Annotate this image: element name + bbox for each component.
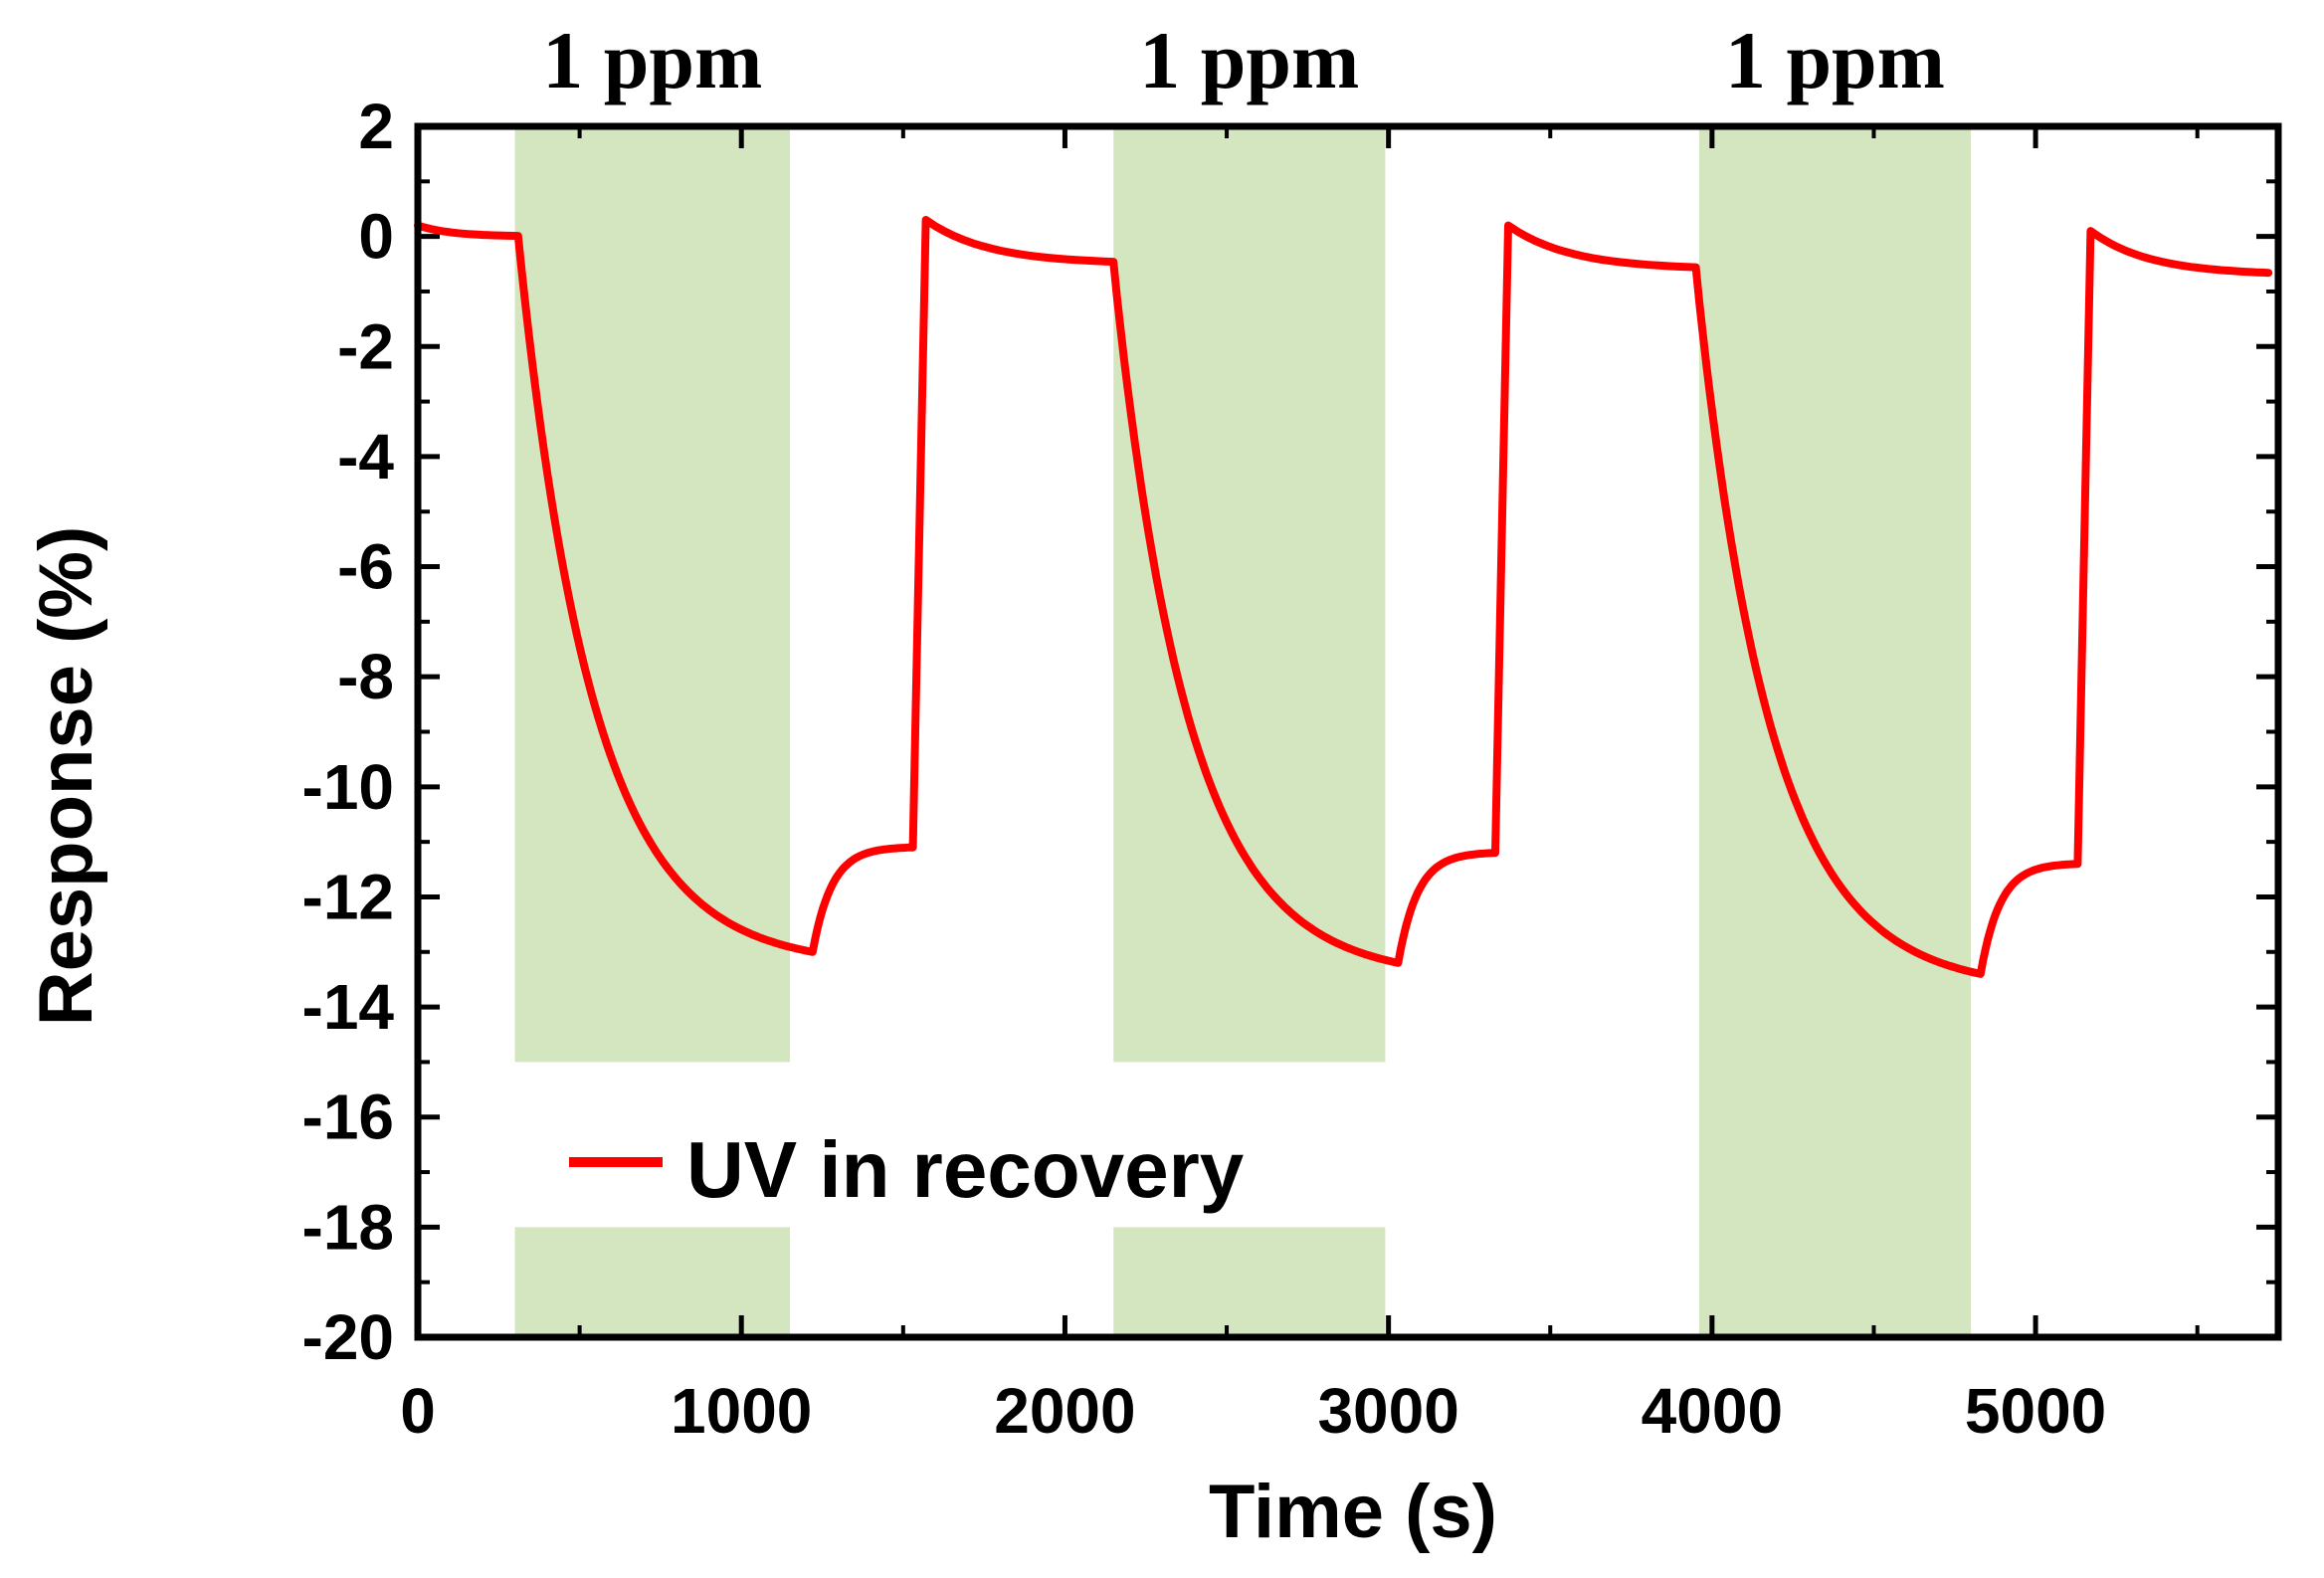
y-tick-label: -8	[337, 641, 394, 712]
y-tick-label: 0	[358, 201, 394, 273]
legend-label-uv-in-recovery: UV in recovery	[686, 1125, 1245, 1214]
x-tick-label: 4000	[1642, 1375, 1783, 1447]
x-tick-label: 3000	[1317, 1375, 1458, 1447]
exposure-band-3	[1698, 126, 1972, 1337]
exposure-bands: 1 ppm 1 ppm 1 ppm	[514, 15, 1972, 1337]
band-label-1: 1 ppm	[542, 15, 762, 105]
band-label-2: 1 ppm	[1139, 15, 1359, 105]
exposure-band-1-upper	[514, 126, 790, 1063]
band-label-3: 1 ppm	[1725, 15, 1945, 105]
series-layer	[414, 216, 2273, 978]
y-tick-label: -10	[302, 751, 395, 823]
y-tick-label: -14	[302, 971, 395, 1043]
y-tick-label: 2	[358, 91, 394, 162]
exposure-band-2-upper	[1113, 126, 1386, 1063]
y-tick-label: -6	[337, 531, 394, 603]
x-tick-label: 5000	[1965, 1375, 2106, 1447]
series-line-uv-in-recovery	[414, 216, 2273, 978]
tick-labels: 0 1000 2000 3000 4000 5000 2 0 -2 -4 -6 -8 -10 -12 -14…	[302, 91, 2107, 1447]
x-axis-title: Time (s)	[1209, 1470, 1497, 1554]
y-tick-label: -20	[302, 1301, 395, 1373]
plot-frame	[414, 122, 2282, 1341]
y-tick-label: -18	[302, 1191, 395, 1263]
exposure-band-2-lower	[1113, 1227, 1386, 1337]
y-tick-label: -16	[302, 1082, 395, 1153]
x-tick-label: 0	[400, 1375, 436, 1447]
x-tick-label: 2000	[994, 1375, 1135, 1447]
y-axis-title: Response (%)	[24, 526, 108, 1027]
exposure-band-1-lower	[514, 1227, 790, 1337]
y-tick-label: -12	[302, 861, 395, 932]
legend: UV in recovery	[569, 1125, 1245, 1214]
y-tick-label: -2	[337, 310, 394, 382]
x-tick-label: 1000	[671, 1375, 812, 1447]
y-tick-label: -4	[337, 421, 394, 493]
